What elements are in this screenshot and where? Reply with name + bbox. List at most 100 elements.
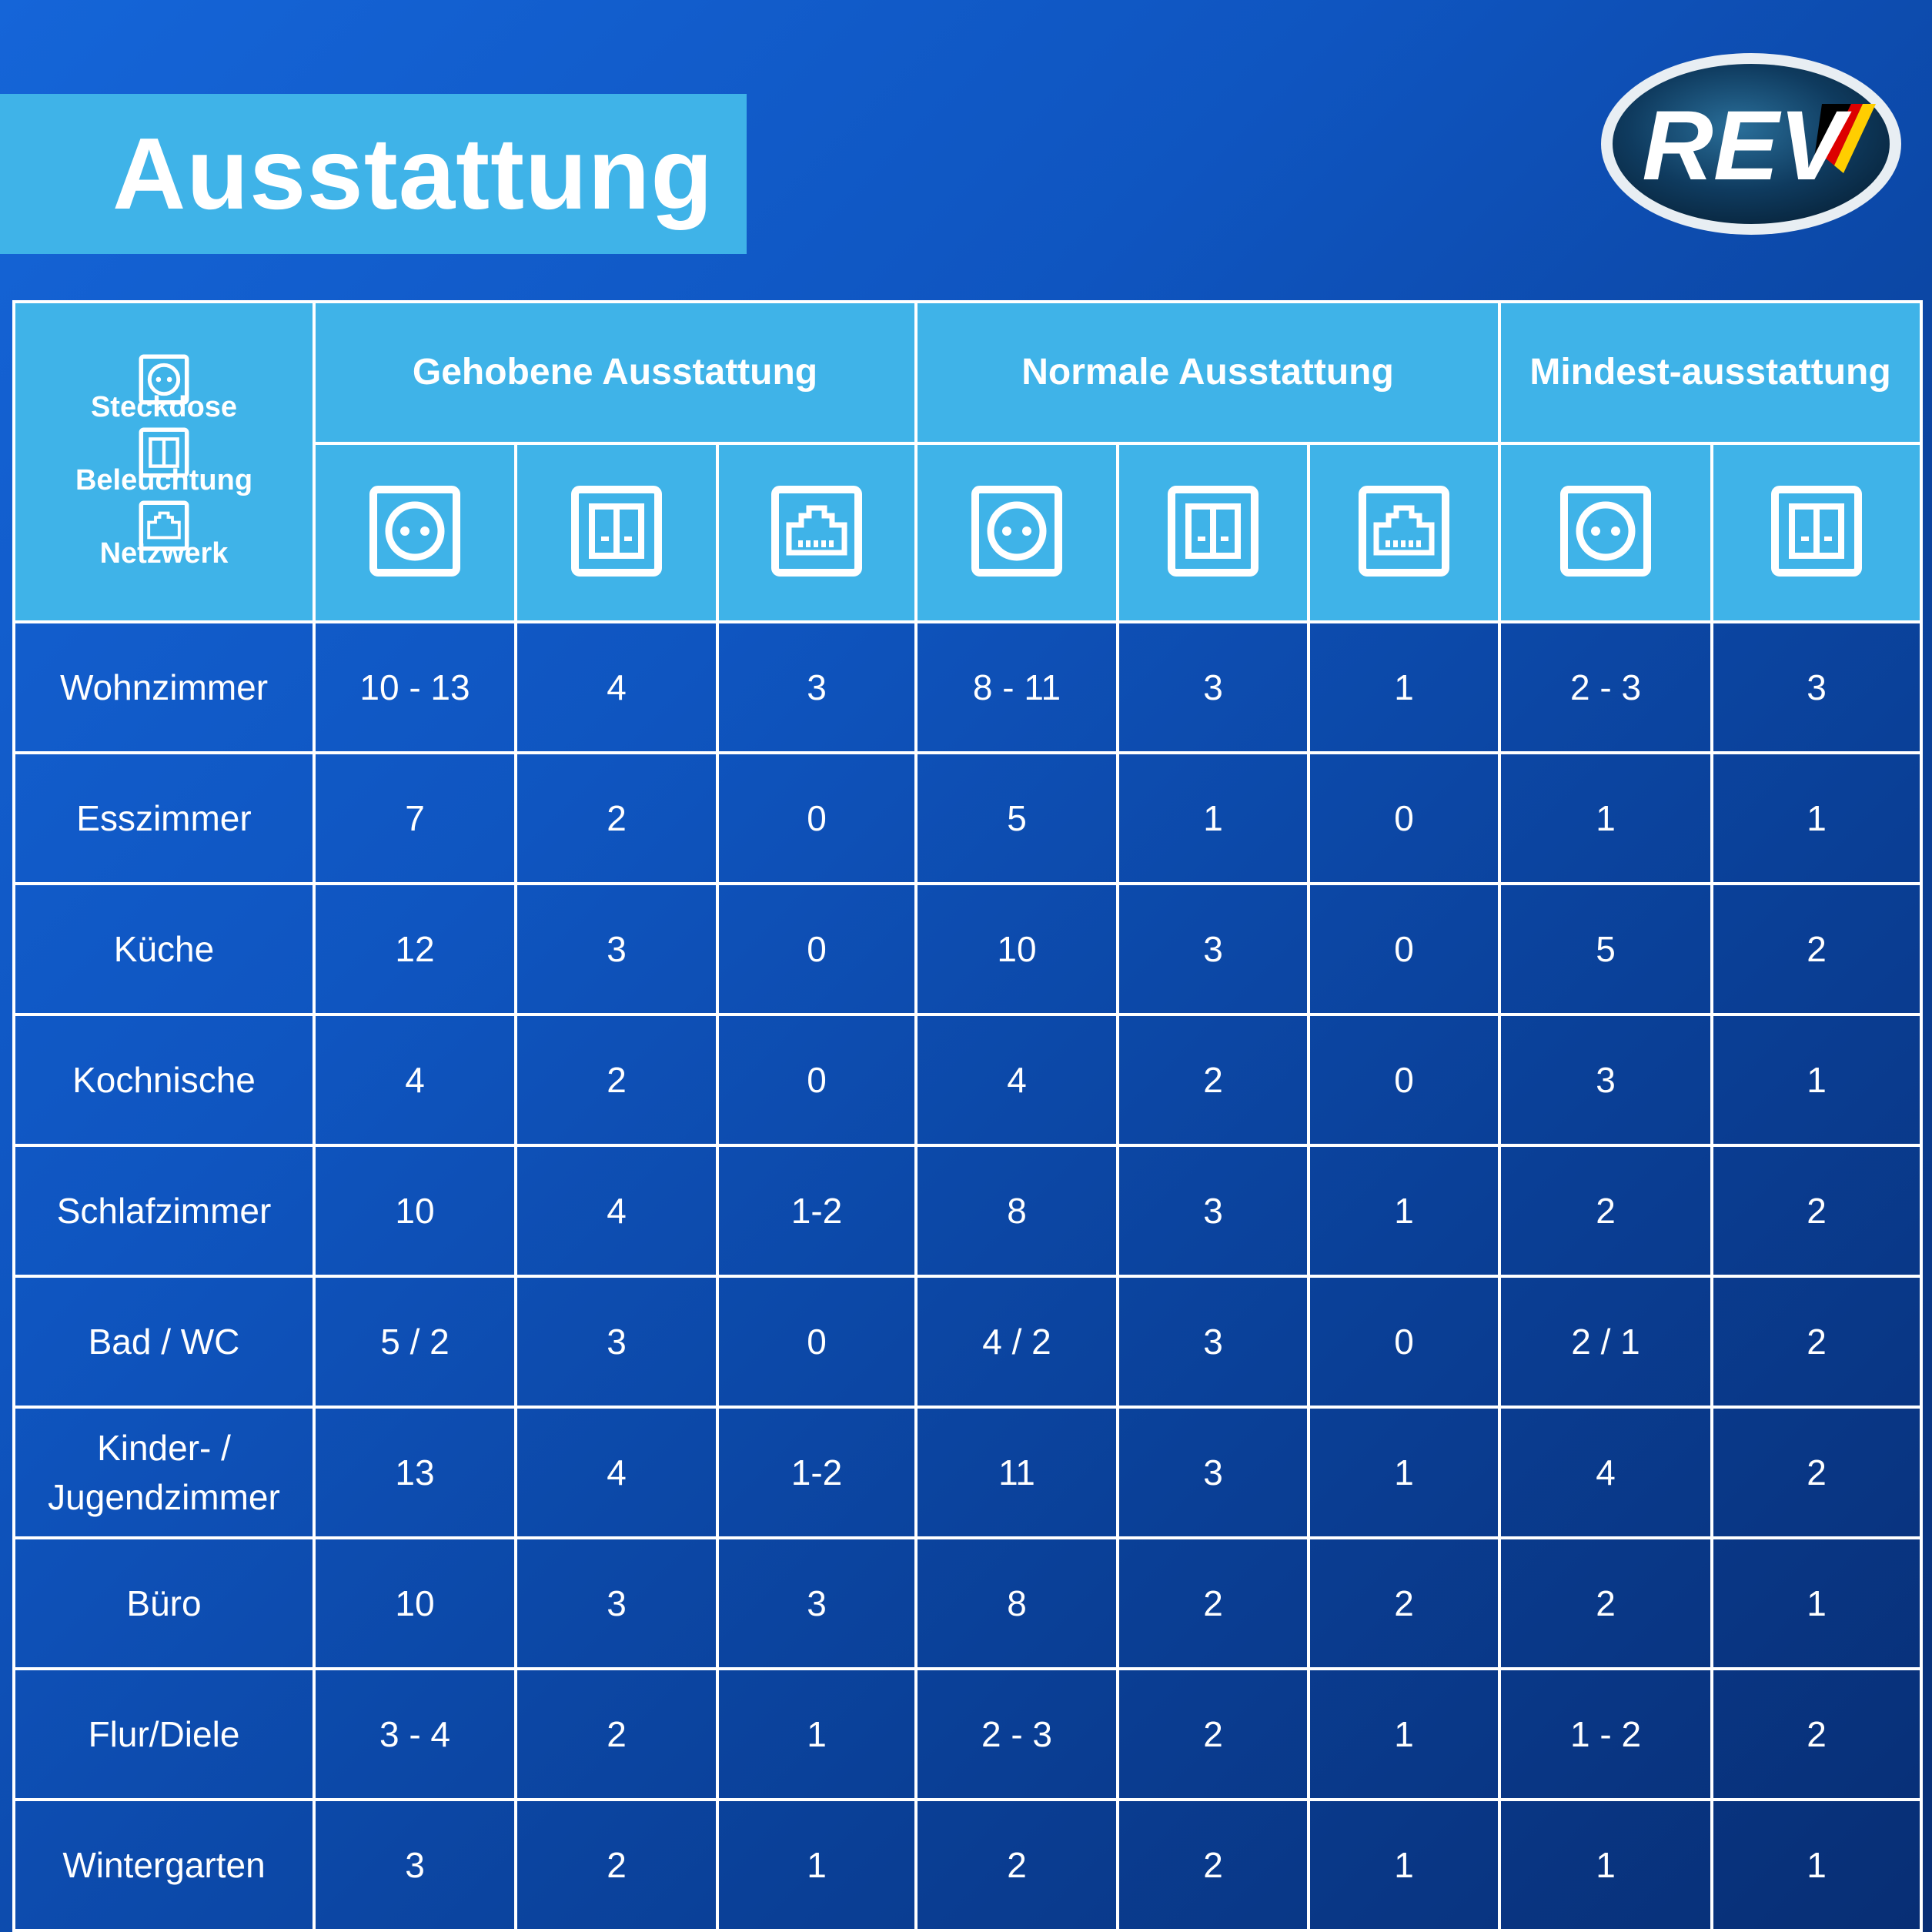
table-cell: 10 [313, 1144, 517, 1278]
table-cell: 1 - 2 [1498, 1667, 1714, 1801]
room-name: Küche [12, 882, 316, 1016]
table-cell: 0 [716, 882, 918, 1016]
table-cell: 0 [716, 751, 918, 885]
table-cell: 3 - 4 [313, 1667, 517, 1801]
table-cell: 2 [1710, 1275, 1924, 1409]
group-header-mindest: Mindest-ausstattung [1498, 300, 1924, 445]
table-cell: 1 [1710, 1013, 1924, 1147]
room-name: Büro [12, 1536, 316, 1670]
table-cell: 3 [1116, 1275, 1310, 1409]
network-icon [771, 485, 862, 577]
table-cell: 10 - 13 [313, 620, 517, 754]
table-cell: 4 [514, 620, 719, 754]
light-switch-icon [139, 427, 189, 477]
logo-text: REV [1642, 91, 1852, 201]
table-cell: 1 [716, 1798, 918, 1932]
table-cell: 7 [313, 751, 517, 885]
column-header-network-icon [716, 442, 918, 623]
table-cell: 2 [1710, 1144, 1924, 1278]
table-cell: 2 [1710, 1667, 1924, 1801]
table-cell: 1 [1306, 1798, 1502, 1932]
table-row: Schlafzimmer 10 4 1-2 8 3 1 2 2 [12, 1144, 1924, 1278]
table-cell: 1 [1306, 1144, 1502, 1278]
table-cell: 0 [716, 1275, 918, 1409]
socket-icon [369, 485, 460, 577]
table-cell: 5 [914, 751, 1119, 885]
table-cell: 1-2 [716, 1406, 918, 1539]
table-cell: 0 [1306, 751, 1502, 885]
rev-logo: REV [1597, 50, 1905, 239]
table-cell: 5 / 2 [313, 1275, 517, 1409]
network-icon [139, 500, 189, 550]
group-header-normal: Normale Ausstattung [914, 300, 1502, 445]
room-name: Bad / WC [12, 1275, 316, 1409]
light-switch-icon [1168, 485, 1258, 577]
legend-item-socket: Steckdose [15, 354, 313, 424]
table-cell: 2 [1116, 1667, 1310, 1801]
light-switch-icon [1771, 485, 1863, 577]
table-cell: 1 [1306, 1406, 1502, 1539]
table-cell: 3 [1116, 882, 1310, 1016]
table-cell: 3 [716, 620, 918, 754]
page-title: Ausstattung [112, 117, 714, 230]
table-row: Kinder- / Jugendzimmer 13 4 1-2 11 3 1 4 2 [12, 1406, 1924, 1539]
table-cell: 2 [1498, 1144, 1714, 1278]
column-header-socket-icon [1498, 442, 1714, 623]
table-cell: 1 [1498, 1798, 1714, 1932]
title-banner: Ausstattung [0, 94, 747, 254]
table-cell: 8 - 11 [914, 620, 1119, 754]
column-header-socket-icon [313, 442, 517, 623]
table-row: Büro 10 3 3 8 2 2 2 1 [12, 1536, 1924, 1670]
room-name: Wintergarten [12, 1798, 316, 1932]
table-cell: 4 [1498, 1406, 1714, 1539]
group-header-gehoben: Gehobene Ausstattung [313, 300, 918, 445]
table-cell: 3 [1116, 1144, 1310, 1278]
table-cell: 2 [514, 1798, 719, 1932]
column-header-light-switch-icon [1116, 442, 1310, 623]
room-name: Esszimmer [12, 751, 316, 885]
room-name: Kinder- / Jugendzimmer [12, 1406, 316, 1539]
table-cell: 2 [1306, 1536, 1502, 1670]
table-cell: 0 [1306, 1275, 1502, 1409]
table-cell: 4 [313, 1013, 517, 1147]
room-name: Wohnzimmer [12, 620, 316, 754]
table-cell: 3 [1498, 1013, 1714, 1147]
column-header-light-switch-icon [514, 442, 719, 623]
table-cell: 10 [313, 1536, 517, 1670]
table-cell: 0 [1306, 882, 1502, 1016]
table-cell: 2 [514, 1667, 719, 1801]
column-header-network-icon [1306, 442, 1502, 623]
column-header-light-switch-icon [1710, 442, 1924, 623]
table-cell: 5 [1498, 882, 1714, 1016]
room-name: Flur/Diele [12, 1667, 316, 1801]
socket-icon [971, 485, 1062, 577]
table-row: Esszimmer 7 2 0 5 1 0 1 1 [12, 751, 1924, 885]
table-cell: 3 [514, 1275, 719, 1409]
light-switch-icon [571, 485, 662, 577]
table-cell: 1 [1306, 1667, 1502, 1801]
column-header-socket-icon [914, 442, 1119, 623]
table-cell: 2 / 1 [1498, 1275, 1714, 1409]
table-cell: 8 [914, 1536, 1119, 1670]
table-row: Kochnische 4 2 0 4 2 0 3 1 [12, 1013, 1924, 1147]
table-cell: 4 / 2 [914, 1275, 1119, 1409]
table-cell: 0 [716, 1013, 918, 1147]
table-cell: 0 [1306, 1013, 1502, 1147]
table-cell: 3 [313, 1798, 517, 1932]
table-cell: 4 [514, 1144, 719, 1278]
table-cell: 2 [514, 1013, 719, 1147]
table-cell: 1-2 [716, 1144, 918, 1278]
table-cell: 2 [1710, 1406, 1924, 1539]
table-cell: 1 [1710, 751, 1924, 885]
table-cell: 1 [1306, 620, 1502, 754]
table-cell: 2 [914, 1798, 1119, 1932]
room-name: Schlafzimmer [12, 1144, 316, 1278]
table-cell: 1 [1498, 751, 1714, 885]
table-cell: 8 [914, 1144, 1119, 1278]
table-cell: 2 [514, 751, 719, 885]
legend-item-network: Netzwerk [15, 500, 313, 570]
table-cell: 1 [1116, 751, 1310, 885]
